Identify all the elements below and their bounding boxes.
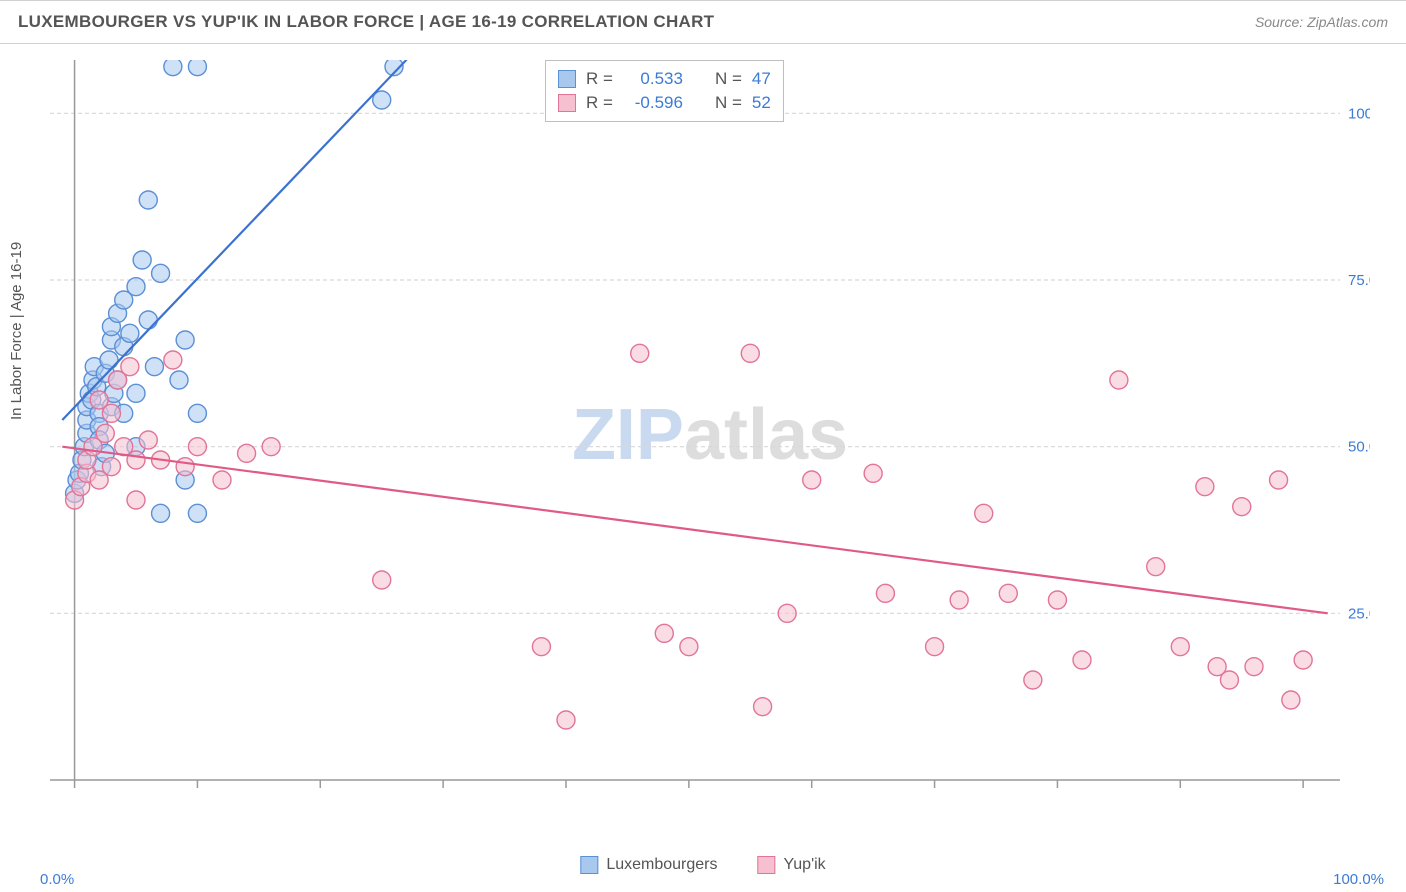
- bottom-legend: Luxembourgers Yup'ik: [580, 856, 825, 874]
- swatch-pink-icon: [558, 94, 576, 112]
- r-label: R =: [586, 69, 613, 89]
- title-bar: LUXEMBOURGER VS YUP'IK IN LABOR FORCE | …: [0, 0, 1406, 44]
- n-value: 52: [752, 93, 771, 113]
- n-value: 47: [752, 69, 771, 89]
- legend-item-yupik: Yup'ik: [757, 856, 825, 874]
- scatter-chart: 25.0% 50.0% 75.0% 100.0%: [50, 60, 1370, 810]
- stats-row-1: R = 0.533 N = 47: [558, 67, 771, 91]
- svg-text:25.0%: 25.0%: [1348, 605, 1370, 622]
- stats-row-2: R = -0.596 N = 52: [558, 91, 771, 115]
- r-value: 0.533: [623, 69, 683, 89]
- plot-area: ZIPatlas 25.0%50.0%75.0%100.0% R = 0.533…: [50, 60, 1370, 810]
- n-label: N =: [715, 93, 742, 113]
- svg-text:50.0%: 50.0%: [1348, 439, 1370, 456]
- n-label: N =: [715, 69, 742, 89]
- y-axis-label: In Labor Force | Age 16-19: [8, 242, 25, 420]
- source-label: Source: ZipAtlas.com: [1255, 14, 1388, 30]
- swatch-pink-icon: [757, 856, 775, 874]
- r-value: -0.596: [623, 93, 683, 113]
- legend-label: Luxembourgers: [606, 856, 717, 874]
- swatch-blue-icon: [558, 70, 576, 88]
- stats-legend: R = 0.533 N = 47 R = -0.596 N = 52: [545, 60, 784, 122]
- swatch-blue-icon: [580, 856, 598, 874]
- legend-label: Yup'ik: [783, 856, 825, 874]
- chart-title: LUXEMBOURGER VS YUP'IK IN LABOR FORCE | …: [18, 12, 714, 32]
- legend-item-luxembourgers: Luxembourgers: [580, 856, 717, 874]
- svg-text:75.0%: 75.0%: [1348, 272, 1370, 289]
- r-label: R =: [586, 93, 613, 113]
- x-axis-max-label: 100.0%: [1333, 871, 1384, 888]
- x-axis-min-label: 0.0%: [40, 871, 74, 888]
- svg-text:100.0%: 100.0%: [1348, 105, 1370, 122]
